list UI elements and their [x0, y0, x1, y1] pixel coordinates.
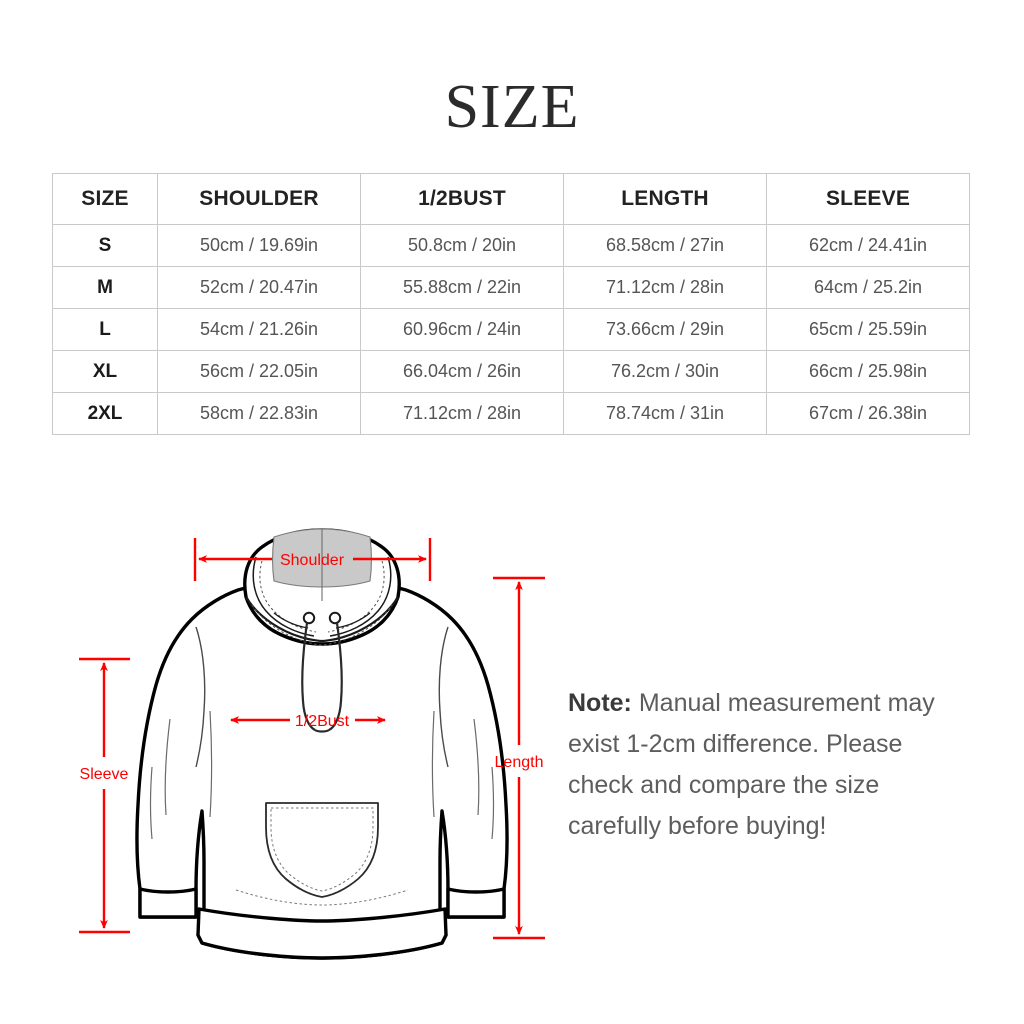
note-body: Manual measurement may exist 1-2cm diffe… — [568, 689, 935, 840]
cell-length: 73.66cm / 29in — [563, 308, 767, 351]
eyelet-left — [302, 611, 316, 625]
size-chart-table: SIZE SHOULDER 1/2BUST LENGTH SLEEVE S 50… — [52, 173, 970, 435]
sleeve-fold-right-1 — [473, 718, 480, 816]
table-row: XL 56cm / 22.05in 66.04cm / 26in 76.2cm … — [52, 350, 970, 393]
column-header-sleeve: SLEEVE — [766, 173, 970, 225]
hoodie-illustration — [135, 528, 509, 960]
cell-sleeve: 62cm / 24.41in — [766, 224, 970, 267]
cell-shoulder: 58cm / 22.83in — [157, 392, 361, 435]
side-fold-right — [431, 710, 435, 818]
cell-length: 78.74cm / 31in — [563, 392, 767, 435]
side-fold-left — [209, 710, 213, 818]
page-title: SIZE — [444, 73, 580, 141]
dimension-half-bust: 1/2Bust — [230, 713, 386, 730]
drawstring-tip — [314, 729, 330, 733]
hood-fold-right — [335, 612, 371, 629]
hoodie-measurement-diagram: Shoulder 1/2Bust Length Sleeve — [0, 505, 1024, 975]
cell-size: S — [52, 224, 158, 267]
cell-half-bust: 50.8cm / 20in — [360, 224, 564, 267]
cell-half-bust: 55.88cm / 22in — [360, 266, 564, 309]
hem-band — [196, 907, 448, 960]
hood-fold-left — [273, 612, 309, 629]
note-label: Note: — [568, 689, 632, 717]
kangaroo-pocket — [265, 802, 379, 898]
pocket-hem-line — [235, 889, 409, 906]
cell-shoulder: 50cm / 19.69in — [157, 224, 361, 267]
hood-stitch-right — [327, 560, 385, 633]
cell-length: 68.58cm / 27in — [563, 224, 767, 267]
cell-shoulder: 56cm / 22.05in — [157, 350, 361, 393]
table-row: 2XL 58cm / 22.83in 71.12cm / 28in 78.74c… — [52, 392, 970, 435]
dimension-length: Length — [493, 576, 545, 940]
eyelet-right — [328, 611, 342, 625]
hood-facing-right — [329, 556, 392, 637]
size-chart-table-container: SIZE SHOULDER 1/2BUST LENGTH SLEEVE S 50… — [52, 173, 970, 435]
table-row: L 54cm / 21.26in 60.96cm / 24in 73.66cm … — [52, 308, 970, 351]
drawstring-right — [328, 622, 343, 731]
neckline-stitch — [251, 604, 393, 646]
dimension-shoulder: Shoulder — [193, 538, 432, 581]
cuff-right — [446, 887, 506, 919]
hood-stitch-left — [259, 560, 317, 633]
cell-half-bust: 71.12cm / 28in — [360, 392, 564, 435]
half-bust-label: 1/2Bust — [295, 713, 350, 730]
length-label: Length — [495, 754, 544, 771]
cell-length: 76.2cm / 30in — [563, 350, 767, 393]
sleeve-label: Sleeve — [80, 766, 129, 783]
measurement-note: Note: Manual measurement may exist 1-2cm… — [568, 683, 968, 847]
cell-sleeve: 67cm / 26.38in — [766, 392, 970, 435]
cuff-left — [138, 887, 198, 919]
table-row: M 52cm / 20.47in 55.88cm / 22in 71.12cm … — [52, 266, 970, 309]
column-header-length: LENGTH — [563, 173, 767, 225]
cell-sleeve: 66cm / 25.98in — [766, 350, 970, 393]
shoulder-seam-left — [195, 626, 206, 768]
cell-size: 2XL — [52, 392, 158, 435]
cell-sleeve: 64cm / 25.2in — [766, 266, 970, 309]
neckline-band — [245, 596, 399, 643]
table-header-row: SIZE SHOULDER 1/2BUST LENGTH SLEEVE — [52, 173, 970, 225]
sleeve-fold-left-2 — [149, 766, 153, 840]
cell-half-bust: 66.04cm / 26in — [360, 350, 564, 393]
column-header-size: SIZE — [52, 173, 158, 225]
cell-sleeve: 65cm / 25.59in — [766, 308, 970, 351]
drawstring-left — [301, 622, 316, 731]
cell-size: XL — [52, 350, 158, 393]
sleeve-fold-right-2 — [491, 766, 495, 840]
column-header-shoulder: SHOULDER — [157, 173, 361, 225]
cell-length: 71.12cm / 28in — [563, 266, 767, 309]
cell-size: L — [52, 308, 158, 351]
column-header-half-bust: 1/2BUST — [360, 173, 564, 225]
shoulder-label: Shoulder — [280, 552, 345, 569]
shoulder-seam-right — [438, 626, 449, 768]
cell-shoulder: 54cm / 21.26in — [157, 308, 361, 351]
table-row: S 50cm / 19.69in 50.8cm / 20in 68.58cm /… — [52, 224, 970, 267]
dimension-sleeve: Sleeve — [79, 657, 130, 934]
pocket-stitch — [270, 807, 374, 892]
cell-shoulder: 52cm / 20.47in — [157, 266, 361, 309]
cell-half-bust: 60.96cm / 24in — [360, 308, 564, 351]
sleeve-fold-left-1 — [164, 718, 171, 816]
cell-size: M — [52, 266, 158, 309]
hood-facing-left — [252, 556, 315, 637]
